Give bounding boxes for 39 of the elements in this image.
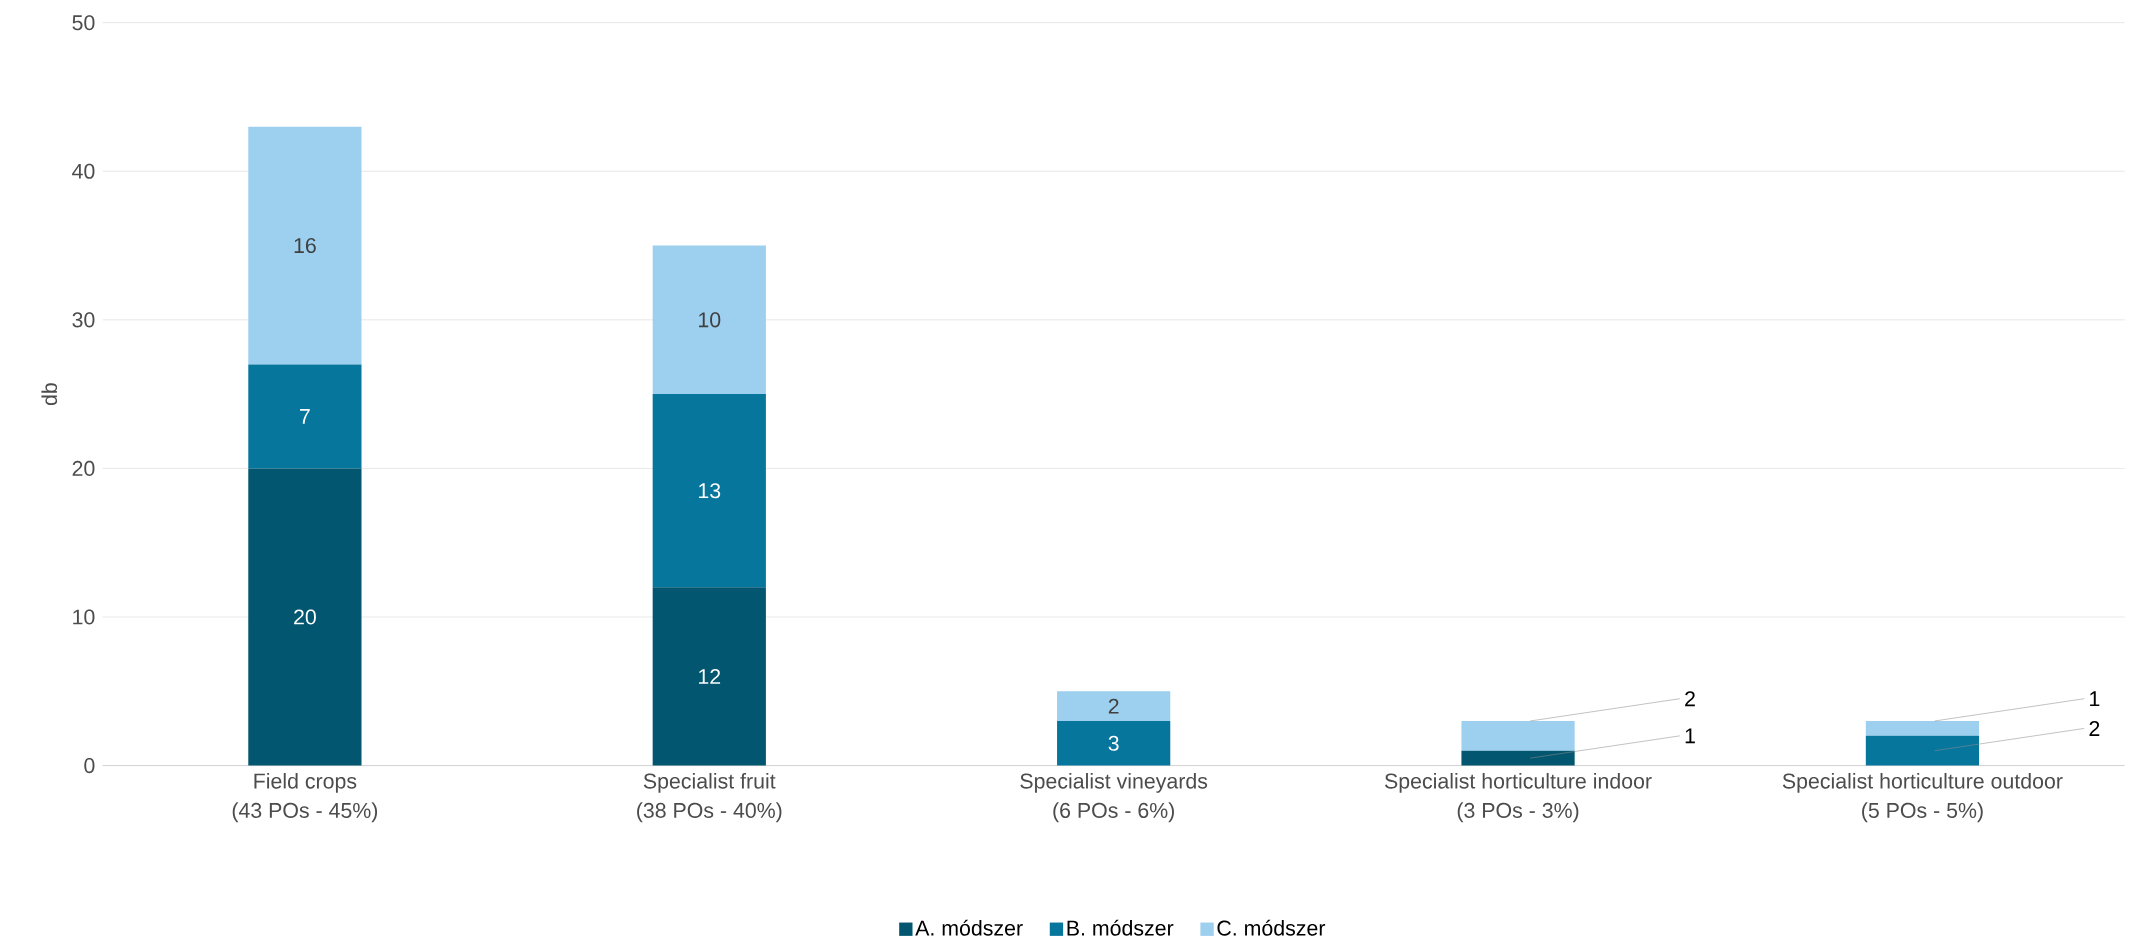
x-tick-label: Specialist horticulture indoor (3 POs - 3%) (1384, 772, 1652, 823)
data-label: 12 (699, 668, 721, 684)
bar (652, 245, 766, 395)
x-tick-label: Specialist vineyards (6 POs - 6%) (1020, 772, 1208, 823)
y-axis-title: db (41, 383, 58, 406)
bar (1057, 691, 1171, 721)
bar (652, 587, 766, 766)
data-label: 20 (294, 609, 316, 625)
bar (248, 364, 362, 469)
data-label: 3 (1108, 735, 1119, 751)
y-tick-label: 10 (73, 609, 95, 625)
legend-label: C. módszer (1217, 919, 1326, 936)
data-label: 13 (699, 483, 721, 499)
legend-label: B. módszer (1067, 919, 1174, 936)
y-tick-label: 30 (72, 312, 95, 328)
bar (1461, 750, 1575, 766)
data-label: 1 (2090, 691, 2100, 707)
bar (1057, 721, 1171, 766)
data-label: 2 (1108, 698, 1119, 714)
bar (248, 126, 362, 365)
bar (652, 394, 766, 588)
data-label: 1 (1685, 728, 1695, 744)
bar (1865, 735, 1980, 766)
data-label: 2 (1685, 691, 1695, 707)
data-label: 16 (294, 237, 316, 254)
y-tick-label: 50 (72, 15, 95, 31)
y-tick-label: 40 (72, 163, 95, 179)
x-tick-label: Specialist fruit (38 POs - 40%) (637, 772, 782, 823)
bar (1461, 721, 1575, 751)
data-label: 10 (699, 312, 721, 328)
y-tick-label: 0 (84, 758, 95, 774)
x-tick-label: Field crops (43 POs - 45%) (232, 772, 378, 823)
y-tick-label: 20 (72, 460, 95, 476)
bar (1865, 721, 1980, 736)
data-label: 7 (300, 409, 310, 424)
x-tick-label: Specialist horticulture outdoor (5 POs - 5%) (1782, 772, 2063, 823)
legend-label: A. módszer (915, 919, 1023, 936)
data-label: 2 (2089, 720, 2100, 736)
bar (248, 468, 362, 766)
